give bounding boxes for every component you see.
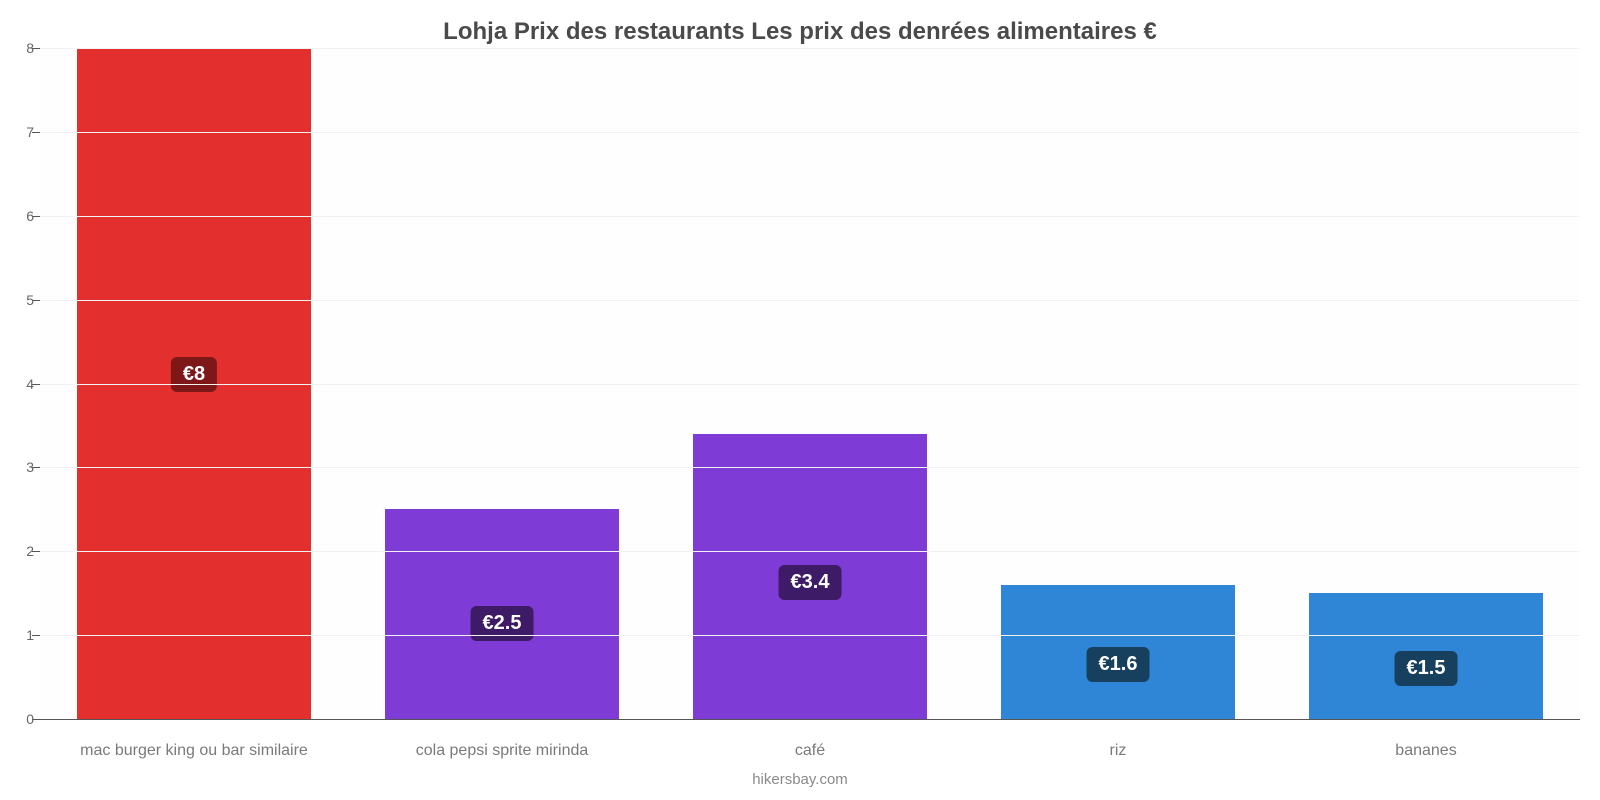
x-axis-label: bananes [1272,742,1580,760]
value-badge: €3.4 [779,565,842,600]
chart-title: Lohja Prix des restaurants Les prix des … [0,18,1600,46]
y-axis-label: 4 [10,376,34,392]
y-axis-label: 7 [10,124,34,140]
y-axis-label: 1 [10,627,34,643]
gridline [40,216,1580,217]
x-axis-label: café [656,742,964,760]
bar: €1.5 [1309,593,1543,719]
x-axis-labels: mac burger king ou bar similairecola pep… [40,742,1580,760]
bar: €3.4 [693,434,927,719]
y-axis-label: 6 [10,208,34,224]
gridline [40,384,1580,385]
y-axis-label: 0 [10,711,34,727]
bar: €2.5 [385,509,619,719]
gridline [40,132,1580,133]
value-badge: €8 [171,357,217,392]
chart-container: Lohja Prix des restaurants Les prix des … [0,0,1600,800]
value-badge: €1.5 [1395,651,1458,686]
y-axis-label: 2 [10,543,34,559]
x-axis-label: riz [964,742,1272,760]
y-axis-label: 5 [10,292,34,308]
chart-source: hikersbay.com [0,771,1600,788]
y-axis-label: 3 [10,459,34,475]
gridline [40,300,1580,301]
gridline [40,635,1580,636]
x-axis-label: cola pepsi sprite mirinda [348,742,656,760]
value-badge: €1.6 [1087,647,1150,682]
bar: €1.6 [1001,585,1235,719]
gridline [40,551,1580,552]
x-axis-label: mac burger king ou bar similaire [40,742,348,760]
gridline [40,467,1580,468]
y-axis-label: 8 [10,40,34,56]
gridline [40,48,1580,49]
plot-area: €8€2.5€3.4€1.6€1.5 012345678 [40,48,1580,720]
